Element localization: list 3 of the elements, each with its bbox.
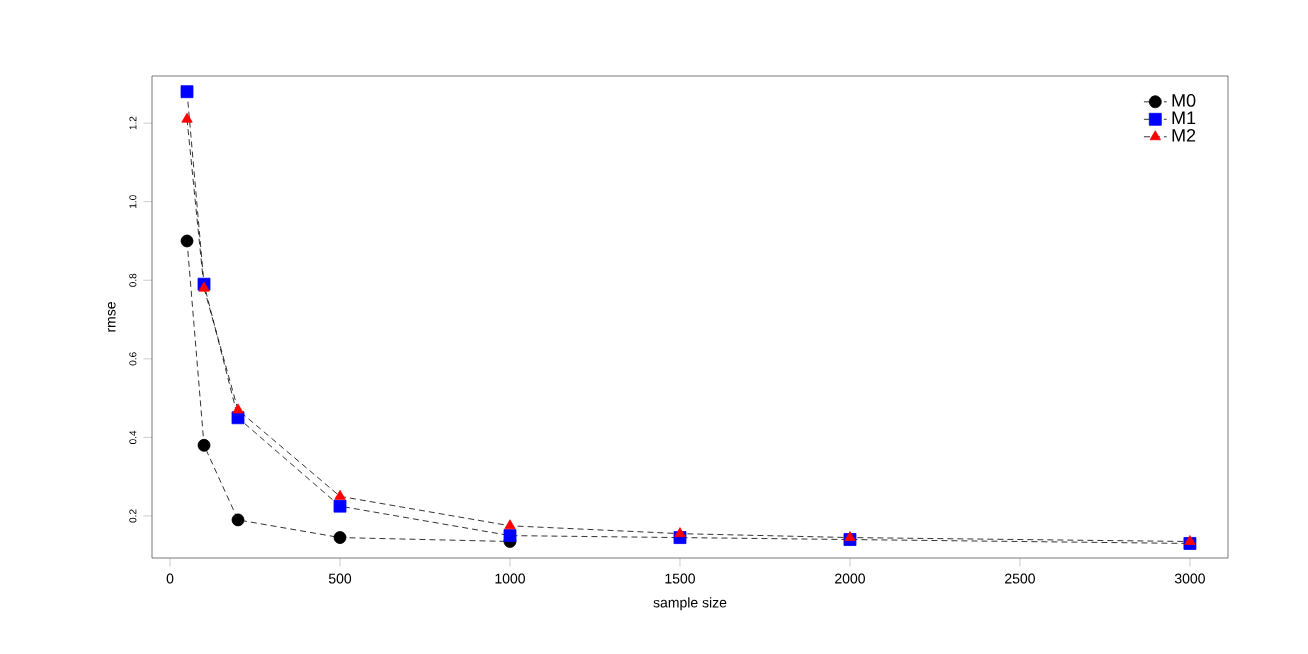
legend-label: M0 <box>1172 94 1196 107</box>
legend-label: M2 <box>1172 128 1196 142</box>
legend-label: M1 <box>1172 111 1196 124</box>
